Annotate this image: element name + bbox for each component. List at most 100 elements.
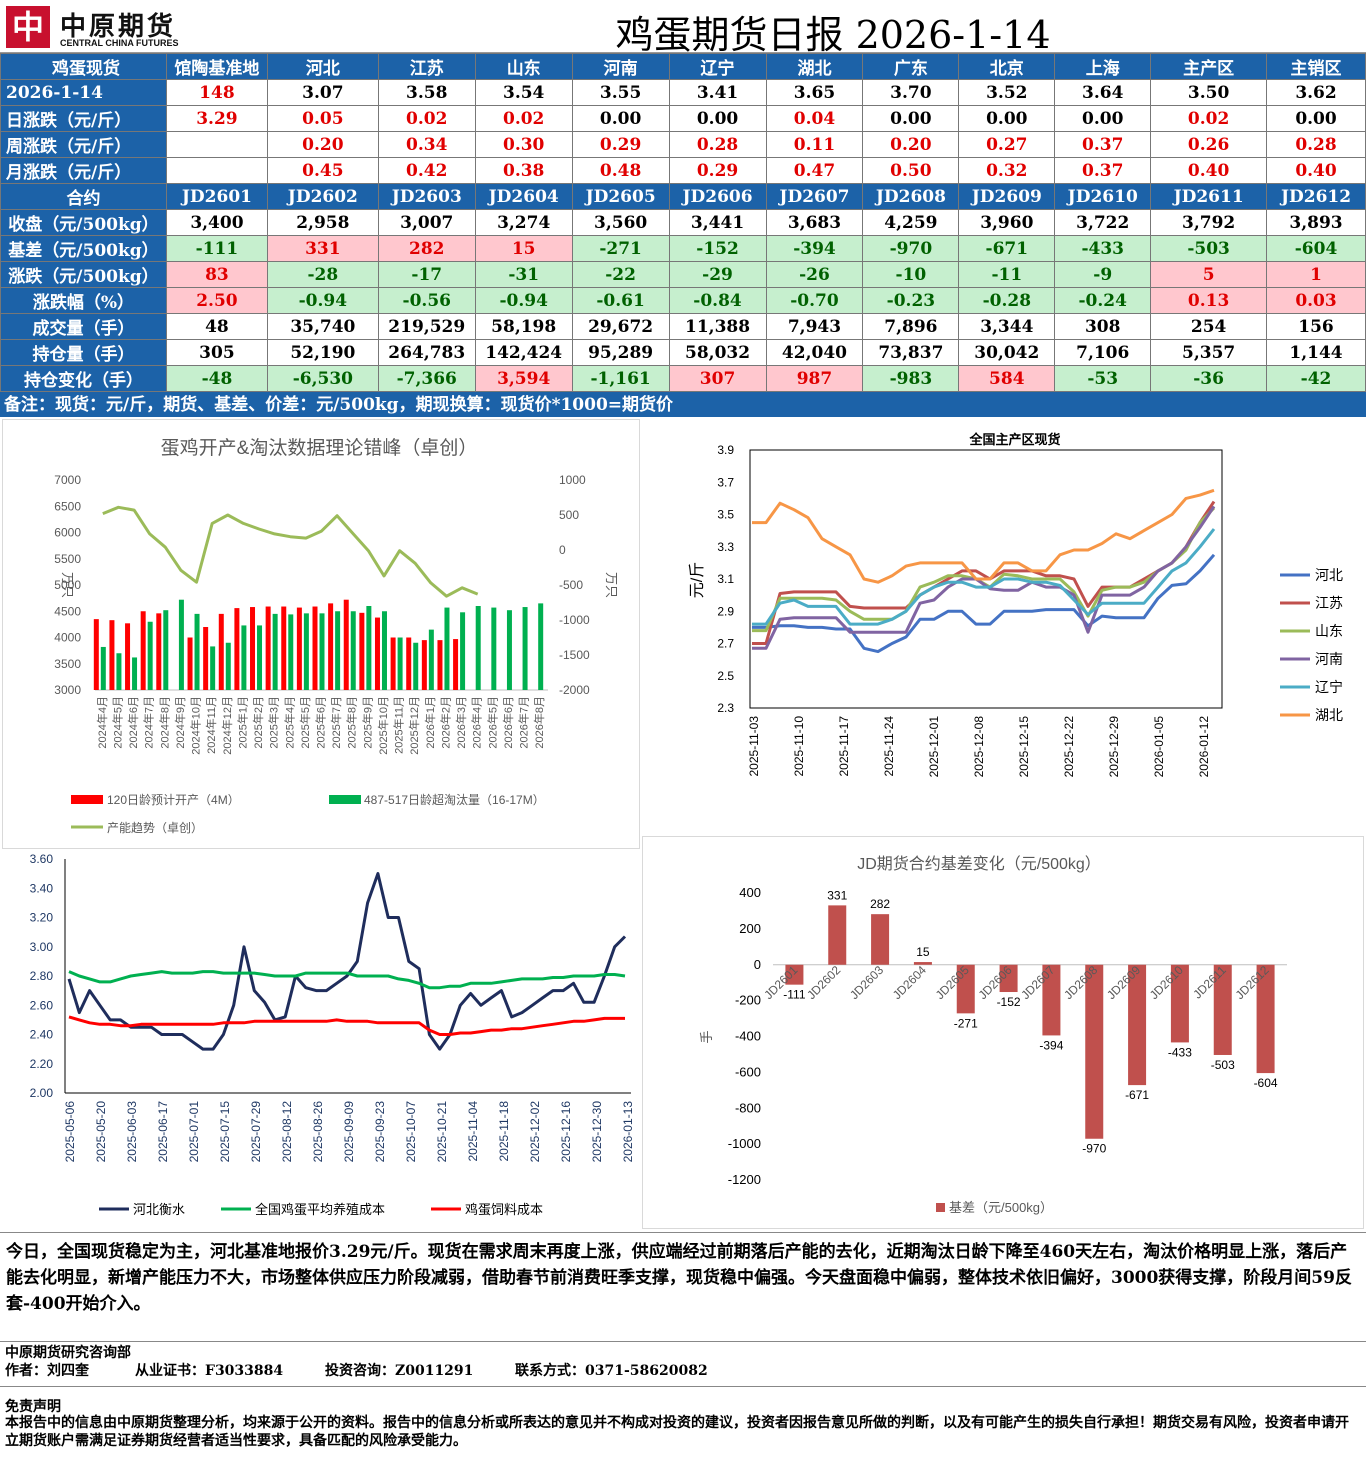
legend-label: 产能趋势（卓创） [107,821,203,835]
table-cell: -0.61 [571,287,670,314]
x-tick: 2026年4月 [470,696,484,749]
y-tick-left: 6000 [54,526,81,540]
table-header-cell: 上海 [1054,53,1152,80]
y-tick: -1000 [728,1136,761,1151]
y-tick-right: 0 [559,543,566,557]
table-cell: 3,007 [377,209,476,236]
x-tick: 2026年3月 [454,696,468,749]
bar-1 [241,625,247,690]
table-cell: 3,441 [668,209,767,236]
chart-title: 蛋鸡开产&淘汰数据理论错峰（卓创） [161,437,478,459]
table-cell: 0.47 [765,157,864,184]
legend-label: 湖北 [1315,707,1343,723]
table-cell: 0.29 [668,157,767,184]
bar-0 [328,603,334,690]
x-tick: 2025年2月 [251,696,265,749]
table-cell: 4,259 [862,209,960,236]
legend-label: 山东 [1315,623,1343,639]
table-header-cell: JD2601 [165,183,268,210]
x-tick: 2025-12-15 [1017,716,1031,778]
table-cell: 3,893 [1266,209,1366,236]
table-cell: 1,144 [1266,339,1366,366]
table-cell: 3,344 [958,313,1056,340]
bar [1256,964,1275,1074]
y-tick-left: 3000 [54,683,81,697]
x-tick: 2025-12-22 [1062,716,1076,778]
footer-divider [0,1386,1366,1387]
table-cell: 3,594 [474,365,573,392]
x-tick: 2025-07-29 [249,1101,263,1163]
y-tick: 2.20 [30,1057,54,1071]
bar [956,964,975,1014]
data-label: 331 [827,888,847,902]
table-cell: 0.04 [765,105,864,132]
bar [1170,964,1189,1043]
table-cell: 308 [1054,313,1152,340]
bar-1 [163,610,169,690]
y-tick: 2.00 [30,1086,54,1100]
table-cell: 305 [165,339,268,366]
chart-title: 全国主产区现货 [968,432,1060,447]
table-cell: -26 [765,261,864,288]
footer-author-line: 作者：刘四奎 从业证书：F3033884 投资咨询：Z0011291 联系方式：037… [5,1360,708,1380]
bar-0 [296,607,302,690]
logo-cn: 中原期货 [60,12,177,42]
table-header-cell: JD2605 [571,183,670,210]
x-tick: 2025年5月 [298,696,312,749]
table-cell: 331 [266,235,379,262]
table-cell: -31 [474,261,573,288]
table-header-cell: 主销区 [1266,53,1366,80]
table-cell: -7,366 [377,365,476,392]
legend-label: 鸡蛋饲料成本 [465,1202,543,1217]
table-cell: -0.94 [474,287,573,314]
table-cell: 3,683 [765,209,864,236]
table-cell: 0.28 [1266,131,1366,158]
table-row: 月涨跌（元/斤） 0.45 0.42 0.38 0.48 0.29 0.47 0.50 0.32… [0,157,1366,184]
x-tick: 2025-08-26 [311,1101,325,1163]
bar-0 [140,611,146,690]
logo-en: CENTRAL CHINA FUTURES [60,38,179,48]
x-tick: 2025-10-21 [435,1101,449,1163]
table-cell: 0.00 [1266,105,1366,132]
x-tick: JD2603 [847,963,886,1002]
logo-mark-icon: 中 [6,6,50,48]
row-label: 持仓量（手） [0,339,167,366]
footer-consult: 投资咨询：Z0011291 [325,1363,474,1379]
chart-layer-supply: 蛋鸡开产&淘汰数据理论错峰（卓创） 7000 6500 6000 5500 5000 450… [2,419,640,849]
table-cell: -394 [765,235,864,262]
bar-1 [475,606,481,690]
row-label: 持仓变化（手） [0,365,167,392]
table-cell: 0.27 [958,131,1056,158]
table-cell: 0.34 [377,131,476,158]
table-header-cell: 鸡蛋现货 [0,53,167,80]
x-tick: 2025-09-23 [373,1101,387,1163]
legend-label: 河北 [1315,567,1343,583]
bar-1 [303,613,309,690]
table-cell: -0.24 [1054,287,1152,314]
table-cell: -152 [668,235,767,262]
table-header-cell: 河北 [266,53,379,80]
x-tick: 2026年8月 [532,696,546,749]
y-tick: 2.7 [717,637,734,651]
bar-0 [218,613,224,690]
table-cell: -503 [1150,235,1268,262]
disclaimer-title: 免责声明 [5,1399,61,1415]
data-label: 15 [916,945,930,959]
table-cell: -9 [1054,261,1152,288]
table-cell: 0.42 [377,157,476,184]
table-header-cell: 广东 [862,53,960,80]
bar-1 [397,637,403,690]
y-tick: 3.9 [717,443,734,457]
table-row: 收盘（元/500kg） 3,400 2,958 3,007 3,274 3,560 3,44… [0,209,1366,236]
bar-0 [312,606,318,690]
table-cell: 3,400 [165,209,268,236]
y-tick: 2.80 [30,969,54,983]
table-header-cell: 主产区 [1150,53,1268,80]
footer-contact: 联系方式：0371-58620082 [515,1363,708,1379]
table-header-cell: JD2604 [474,183,573,210]
bar-1 [132,657,138,690]
y-tick: 3.60 [30,852,54,866]
bar-1 [428,629,434,690]
bar-1 [506,610,512,690]
legend-swatch [71,795,103,804]
